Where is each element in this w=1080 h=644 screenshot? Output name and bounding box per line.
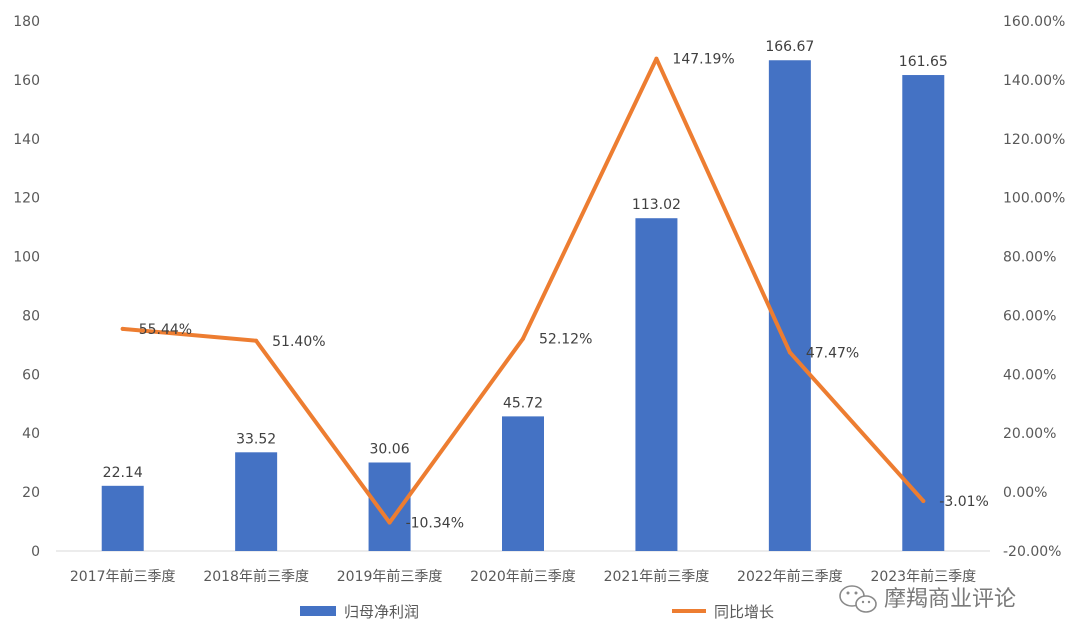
bar <box>768 60 811 551</box>
x-tick-label: 2022年前三季度 <box>737 568 843 585</box>
legend-swatch-bar <box>300 606 336 616</box>
bar <box>902 75 945 552</box>
line-data-label: -10.34% <box>406 516 464 532</box>
bar <box>368 462 411 551</box>
line-data-label: -3.01% <box>939 494 989 510</box>
y-left-tick-label: 0 <box>31 544 40 560</box>
x-tick-label: 2020年前三季度 <box>470 568 576 585</box>
y-right-tick-label: 20.00% <box>1003 426 1056 442</box>
x-tick-label: 2023年前三季度 <box>870 568 976 585</box>
y-left-tick-label: 180 <box>13 14 40 30</box>
y-right-tick-label: 140.00% <box>1003 73 1065 89</box>
bar-series <box>101 60 945 552</box>
bar <box>502 416 544 551</box>
y-right-tick-label: 160.00% <box>1003 14 1065 30</box>
y-right-tick-label: 100.00% <box>1003 191 1065 207</box>
y-left-tick-label: 160 <box>13 73 40 89</box>
line-data-label: 55.44% <box>139 322 192 338</box>
line-point <box>120 326 125 331</box>
bar-data-label: 166.67 <box>765 39 814 55</box>
bar-data-label: 113.02 <box>632 197 681 213</box>
y-left-tick-label: 120 <box>13 191 40 207</box>
bar <box>101 485 144 551</box>
y-right-tick-label: 80.00% <box>1003 250 1056 266</box>
wechat-icon <box>839 585 877 613</box>
line-point <box>654 56 659 61</box>
bar-data-label: 30.06 <box>370 441 410 457</box>
line-series <box>120 56 926 525</box>
x-tick-label: 2018年前三季度 <box>203 568 309 585</box>
y-right-tick-label: 0.00% <box>1003 485 1047 501</box>
x-tick-label: 2017年前三季度 <box>70 568 176 585</box>
line-data-label: 51.40% <box>272 334 325 350</box>
bar-data-label: 45.72 <box>503 395 543 411</box>
line-point <box>787 350 792 355</box>
bar <box>235 452 278 551</box>
bar-data-label: 22.14 <box>103 465 143 481</box>
y-right-tick-label: 40.00% <box>1003 367 1056 383</box>
y-left-tick-label: 100 <box>13 250 40 266</box>
legend: 归母净利润 同比增长 <box>300 603 774 621</box>
line-point <box>521 336 525 341</box>
line-data-label: 47.47% <box>806 345 859 361</box>
y-left-tick-label: 40 <box>22 426 40 442</box>
line-data-label: 52.12% <box>539 332 592 348</box>
bar-data-label: 161.65 <box>899 54 948 70</box>
x-tick-label: 2019年前三季度 <box>337 568 443 585</box>
x-tick-label: 2021年前三季度 <box>604 568 710 585</box>
bar <box>635 218 678 552</box>
y-right-tick-label: 60.00% <box>1003 308 1056 324</box>
y-left-tick-label: 140 <box>13 132 40 148</box>
y-right-tick-label: -20.00% <box>1003 544 1061 560</box>
watermark: 摩羯商业评论 <box>839 585 1016 613</box>
legend-label-bar: 归母净利润 <box>344 603 419 621</box>
line-point <box>387 520 392 525</box>
y-left-tick-label: 20 <box>22 485 40 501</box>
line-point <box>921 498 926 503</box>
line-data-label: 147.19% <box>672 52 734 68</box>
watermark-text: 摩羯商业评论 <box>884 587 1016 612</box>
legend-label-line: 同比增长 <box>714 603 774 621</box>
y-left-tick-label: 60 <box>22 367 40 383</box>
y-right-tick-label: 120.00% <box>1003 132 1065 148</box>
data-labels: 22.14 33.52 30.06 45.72 113.02 166.67 161.65 55… <box>103 39 989 531</box>
line-point <box>254 338 259 343</box>
y-left-tick-label: 80 <box>22 308 40 324</box>
bar-data-label: 33.52 <box>236 431 276 447</box>
axes: 0 20 40 60 80 100 120 140 160 180 -20.00% 0.00% 20.0… <box>13 14 1065 585</box>
